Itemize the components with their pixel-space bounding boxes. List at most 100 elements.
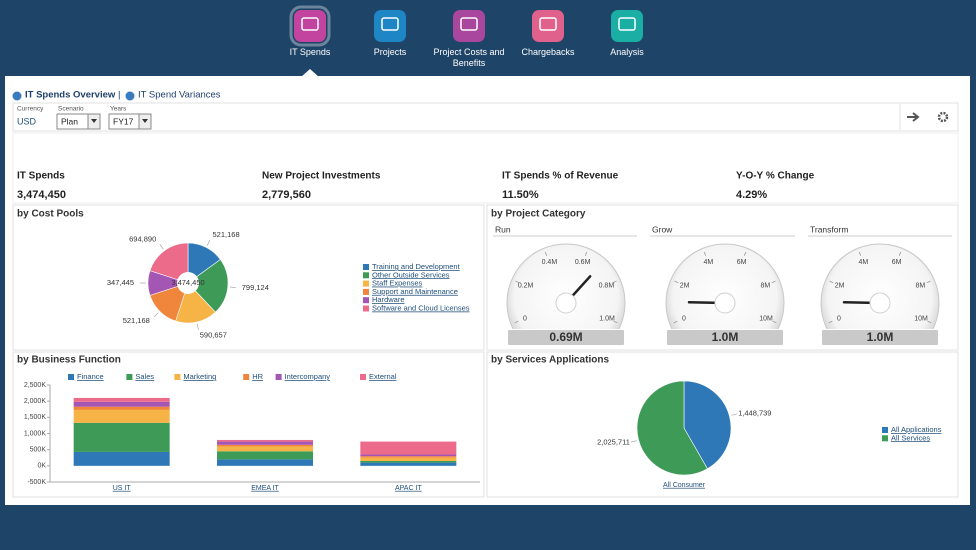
gauge-tick-label: 0.6M bbox=[575, 259, 591, 266]
leader-line bbox=[196, 323, 199, 330]
nav-label[interactable]: Project Costs and Benefits bbox=[433, 47, 505, 68]
gauge-value: 0.69M bbox=[549, 330, 582, 344]
legend-label[interactable]: Intercompany bbox=[285, 372, 331, 381]
nav-icon[interactable] bbox=[532, 10, 564, 42]
select[interactable]: Plan bbox=[56, 113, 101, 130]
y-tick-label: 2,500K bbox=[24, 382, 47, 389]
legend-swatch bbox=[275, 374, 282, 380]
gauge-tick-label: 2M bbox=[680, 282, 690, 289]
gauge-tick bbox=[612, 280, 617, 284]
kpi-label: IT Spends % of Revenue bbox=[502, 171, 619, 182]
panel-title: by Services Applications bbox=[491, 355, 609, 366]
gauge-tick bbox=[828, 320, 833, 324]
legend-label[interactable]: Hardware bbox=[372, 295, 405, 304]
pie-value-label: 2,025,711 bbox=[597, 437, 630, 446]
filter-label: Years bbox=[110, 106, 127, 113]
gauge-tick-label: 10M bbox=[914, 316, 928, 323]
nav-glyph bbox=[539, 17, 557, 31]
nav-label[interactable]: Analysis bbox=[610, 47, 644, 57]
bar-segment bbox=[73, 451, 170, 466]
y-tick-label: -500K bbox=[27, 479, 46, 486]
nav-icon[interactable] bbox=[294, 10, 326, 42]
legend-label[interactable]: All Applications bbox=[891, 425, 942, 434]
legend-label[interactable]: HR bbox=[252, 372, 263, 381]
select-arrow bbox=[142, 119, 148, 123]
gauge-value-box bbox=[508, 330, 624, 345]
legend-label[interactable]: Support and Maintenance bbox=[372, 287, 458, 296]
nav-label[interactable]: Chargebacks bbox=[521, 47, 575, 57]
legend-swatch bbox=[174, 374, 181, 380]
gauge-value: 1.0M bbox=[867, 330, 894, 344]
gauge-tick bbox=[772, 320, 777, 324]
panel-title: by Business Function bbox=[17, 355, 121, 366]
legend-label[interactable]: Finance bbox=[77, 372, 104, 381]
pie-hole bbox=[177, 272, 199, 294]
gauge-tick bbox=[515, 280, 520, 284]
tab[interactable]: IT Spends Overview bbox=[25, 90, 116, 101]
legend-swatch bbox=[363, 288, 369, 295]
pie-value-label: 694,890 bbox=[129, 234, 156, 243]
kpi-value: 3,474,450 bbox=[17, 189, 66, 201]
bar-segment bbox=[360, 457, 457, 461]
gauge-tick-label: 0.4M bbox=[542, 259, 558, 266]
gauge-title: Transform bbox=[810, 224, 848, 234]
kpi-bar bbox=[12, 132, 959, 204]
kpi-label: IT Spends bbox=[17, 171, 65, 182]
gauge-tick bbox=[674, 280, 679, 284]
filter-value: USD bbox=[17, 116, 37, 126]
gauge-hub bbox=[714, 292, 736, 314]
kpi-value: 4.29% bbox=[736, 189, 767, 201]
legend-label[interactable]: Software and Cloud Licenses bbox=[372, 303, 470, 312]
nav-icon[interactable] bbox=[611, 10, 643, 42]
legend-label[interactable]: Training and Development bbox=[372, 262, 461, 271]
bar-segment bbox=[360, 460, 457, 463]
gauge-tick-label: 1.0M bbox=[599, 316, 615, 323]
nav-glyph bbox=[301, 17, 319, 31]
select[interactable]: FY17 bbox=[108, 113, 152, 130]
kpi-label: Y-O-Y % Change bbox=[736, 171, 815, 182]
nav-label[interactable]: Projects bbox=[373, 47, 407, 57]
legend-label[interactable]: All Services bbox=[891, 433, 930, 442]
bar-segment bbox=[360, 462, 457, 466]
legend-label[interactable]: External bbox=[369, 372, 397, 381]
nav-icon[interactable] bbox=[374, 10, 406, 42]
gauge-tick bbox=[858, 251, 862, 256]
legend-swatch bbox=[68, 374, 74, 380]
gauge-tick-label: 0.2M bbox=[518, 282, 534, 289]
bar-segment bbox=[73, 422, 170, 452]
gauge-tick-label: 0 bbox=[837, 316, 841, 323]
gauge-tick bbox=[927, 320, 932, 324]
panel-title: by Project Category bbox=[491, 209, 586, 220]
bar-segment bbox=[217, 459, 313, 466]
pie-value-label: 799,124 bbox=[242, 283, 269, 292]
legend-label[interactable]: Other Outside Services bbox=[372, 270, 450, 279]
leader-line bbox=[159, 243, 164, 250]
legend-label[interactable]: Staff Expenses bbox=[372, 279, 423, 288]
go-icon[interactable] bbox=[907, 112, 920, 122]
nav-label[interactable]: IT Spends bbox=[289, 47, 331, 57]
settings-icon[interactable] bbox=[937, 111, 949, 123]
gauge-hub bbox=[555, 292, 577, 314]
gauge-tick bbox=[514, 320, 519, 324]
tab-icon bbox=[125, 91, 135, 101]
legend-label[interactable]: Marketing bbox=[183, 372, 216, 381]
kpi-value: 11.50% bbox=[502, 189, 539, 201]
select-value: FY17 bbox=[113, 116, 134, 126]
bar-segment bbox=[73, 409, 170, 423]
bar-segment bbox=[360, 456, 457, 458]
select-arrow bbox=[91, 119, 97, 123]
pie-value-label: 347,445 bbox=[107, 278, 134, 287]
gauge-tick bbox=[743, 251, 747, 256]
bar-segment bbox=[73, 401, 170, 407]
legend-label[interactable]: Sales bbox=[135, 372, 154, 381]
gauge-tick-label: 8M bbox=[761, 282, 771, 289]
pie-value-label: 521,168 bbox=[213, 230, 240, 239]
gauge-tick-label: 0.8M bbox=[599, 282, 615, 289]
y-tick-label: 1,500K bbox=[24, 414, 47, 421]
tab[interactable]: IT Spend Variances bbox=[138, 90, 221, 101]
nav-icon[interactable] bbox=[453, 10, 485, 42]
leader-line bbox=[731, 413, 738, 416]
select-value: Plan bbox=[61, 116, 78, 126]
